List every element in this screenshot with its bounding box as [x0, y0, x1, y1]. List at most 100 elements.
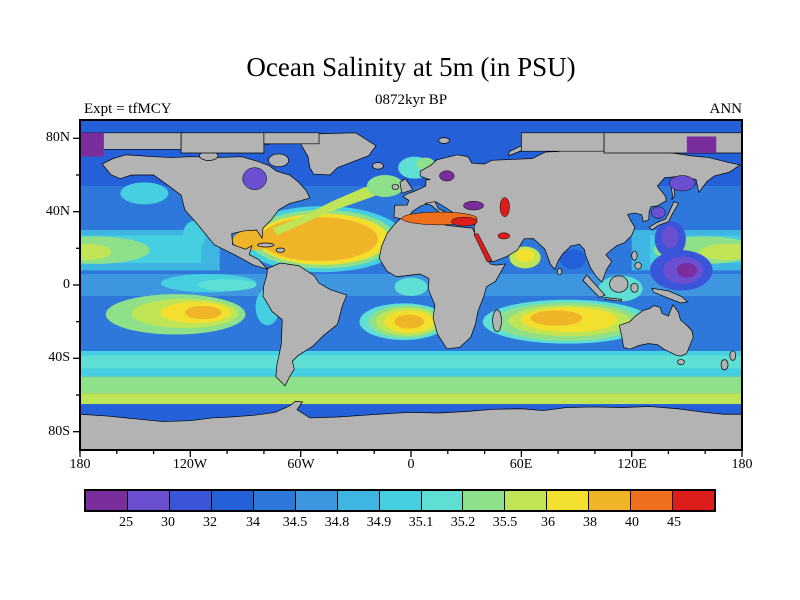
colorbar-tick-label: 32 [203, 515, 217, 530]
west-europe-green [366, 175, 404, 198]
colorbar-tick-label: 40 [625, 515, 639, 530]
colorbar-segment [631, 491, 674, 510]
figure-subtitle: 0872kyr BP [374, 92, 448, 108]
colorbar-tick-label: 30 [161, 515, 175, 530]
land-eurasia [394, 143, 740, 282]
y-axis-ticks [73, 137, 80, 433]
land-cuba [257, 243, 274, 247]
lat-tick-label-0: 0 [63, 277, 70, 292]
colorbar-segment [169, 491, 212, 510]
lat-tick-label-80s: 80S [48, 424, 70, 439]
land-sri-lanka [557, 268, 561, 275]
x-axis-ticks [79, 450, 743, 457]
land-arctic-block-4 [521, 133, 604, 151]
land-madagascar [493, 310, 502, 332]
bay-of-bengal-fresh [559, 249, 586, 270]
california-current-cyan [182, 220, 206, 251]
land-arctic-block-5 [604, 133, 743, 153]
lat-tick-label-80n: 80N [45, 130, 70, 145]
land-svalbard [439, 138, 450, 144]
colorbar-segment [86, 491, 128, 510]
baltic-sea [440, 171, 455, 181]
land-australia [619, 305, 693, 356]
colorbar-segment [421, 491, 464, 510]
colorbar-tick-label: 35.5 [492, 515, 518, 530]
colorbar-segment [379, 491, 422, 510]
sind-gold-core [530, 310, 583, 326]
hudson-bay [243, 168, 267, 190]
subantarctic-green-band [79, 376, 743, 394]
arabian-sea-yellow [515, 249, 535, 263]
colorbar-tick-label: 34.9 [366, 515, 392, 530]
lat-tick-label-40n: 40N [45, 204, 70, 219]
colorbar-segment [673, 491, 715, 510]
colorbar-tick-label: 25 [119, 515, 133, 530]
spac-gold-core [184, 305, 222, 320]
colorbar-tick-label: 36 [541, 515, 555, 530]
land-baffin [268, 154, 288, 167]
colorbar-segment [253, 491, 296, 510]
land-antarctica [79, 401, 743, 450]
season-label: ANN [709, 101, 743, 117]
colorbar-tick-label: 34 [246, 515, 260, 530]
colorbar-segment [589, 491, 632, 510]
colorbar-tick-label: 45 [667, 515, 681, 530]
mediterranean-east [451, 217, 477, 226]
land-java [605, 297, 622, 301]
lat-tick-label-40s: 40S [48, 350, 70, 365]
colorbar-tick-label: 38 [583, 515, 597, 530]
lon-tick-label-180w: 180 [69, 457, 91, 472]
land-south-america [263, 263, 347, 386]
gulf-stream-streak [273, 180, 400, 236]
land-sulawesi [631, 283, 638, 292]
colorbar-segment [505, 491, 548, 510]
land-new-zealand-s [721, 360, 728, 370]
colorbar-tick-label: 34.5 [282, 515, 308, 530]
arctic-purple-west [79, 132, 104, 157]
land-sumatra [583, 275, 605, 298]
lon-tick-label-180e: 180 [731, 457, 753, 472]
arctic-purple-east [686, 136, 717, 154]
land-japan [649, 202, 678, 230]
land-britain [400, 179, 413, 194]
colorbar-segment [463, 491, 506, 510]
gulf-of-guinea-aqua [394, 277, 428, 296]
land-borneo [610, 276, 628, 292]
colorbar-tick-label: 35.1 [408, 515, 434, 530]
lon-tick-label-120w: 120W [172, 457, 208, 472]
land-new-guinea [652, 288, 688, 303]
land-greenland [301, 133, 376, 175]
gulf-of-alaska-cyan [120, 182, 169, 205]
black-sea [463, 201, 483, 210]
colorbar-tick-label: 35.2 [450, 515, 476, 530]
nwpac-purple-core [662, 226, 679, 249]
land-ireland [392, 184, 399, 189]
land-africa [379, 216, 505, 349]
lon-tick-label-120e: 120E [617, 457, 647, 472]
npac-yellowgreen-e [79, 243, 112, 261]
lon-tick-label-0: 0 [407, 457, 415, 472]
land-philippines-n [632, 251, 638, 260]
eq-pacific-tongue-core [197, 279, 257, 291]
lon-tick-label-60e: 60E [509, 457, 533, 472]
satl-gold-core [394, 314, 424, 329]
land-philippines-s [635, 262, 642, 269]
caspian-sea [500, 198, 510, 217]
sea-of-okhotsk [669, 176, 695, 191]
arctic-blue-strip [79, 120, 743, 133]
figure-title: Ocean Salinity at 5m (in PSU) [246, 52, 576, 82]
lon-tick-label-60w: 60W [287, 457, 315, 472]
colorbar-segment [295, 491, 338, 510]
red-sea [474, 234, 492, 262]
colorbar-tick-label: 34.8 [324, 515, 350, 530]
natl-gold-core [260, 217, 378, 262]
land-tasmania [677, 359, 684, 364]
colorbar-segment [337, 491, 380, 510]
colorbar-segment [127, 491, 170, 510]
colorbar-segment [547, 491, 590, 510]
fresh-pool-core [676, 263, 697, 278]
npac-yellowgreen-w [699, 243, 743, 261]
land-hispaniola [276, 248, 285, 252]
